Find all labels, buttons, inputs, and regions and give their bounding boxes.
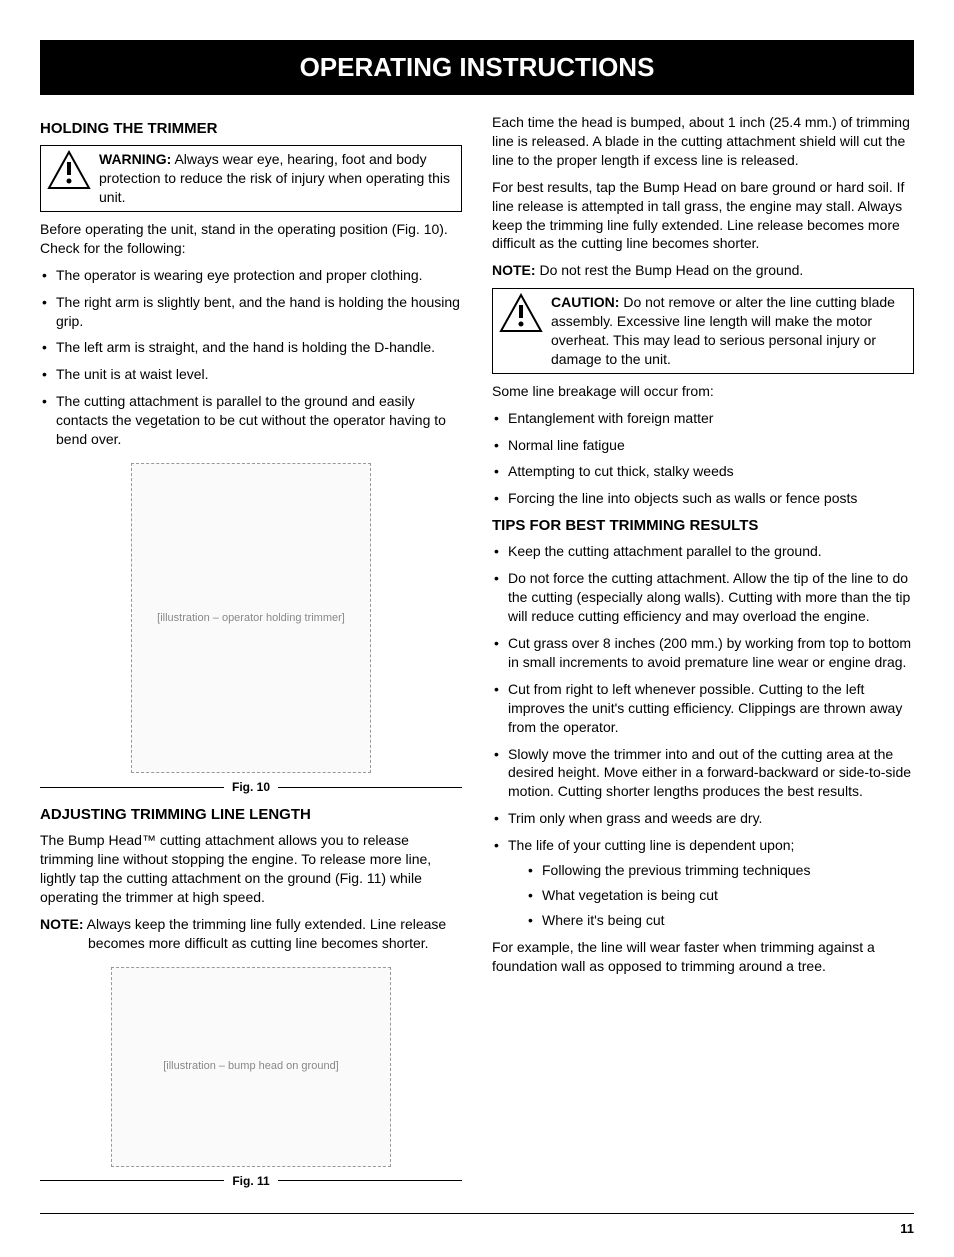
two-column-layout: HOLDING THE TRIMMER WARNING: Always wear… bbox=[40, 113, 914, 1199]
page-banner: OPERATING INSTRUCTIONS bbox=[40, 40, 914, 95]
list-item: The operator is wearing eye protection a… bbox=[40, 266, 462, 285]
heading-adjusting-line: ADJUSTING TRIMMING LINE LENGTH bbox=[40, 805, 462, 825]
caption-rule bbox=[40, 787, 224, 788]
page-footer: 11 bbox=[40, 1213, 914, 1238]
list-item: Do not force the cutting attachment. All… bbox=[492, 569, 914, 626]
caution-text: CAUTION: Do not remove or alter the line… bbox=[551, 293, 907, 369]
warning-text: WARNING: Always wear eye, hearing, foot … bbox=[99, 150, 455, 207]
figure-10: [illustration – operator holding trimmer… bbox=[40, 463, 462, 795]
life-sublist: Following the previous trimming techniqu… bbox=[526, 861, 914, 930]
figure-11-image: [illustration – bump head on ground] bbox=[111, 967, 391, 1167]
right-column: Each time the head is bumped, about 1 in… bbox=[492, 113, 914, 1199]
list-item: The right arm is slightly bent, and the … bbox=[40, 293, 462, 331]
heading-tips: TIPS FOR BEST TRIMMING RESULTS bbox=[492, 516, 914, 536]
list-item: Entanglement with foreign matter bbox=[492, 409, 914, 428]
adjusting-paragraph: The Bump Head™ cutting attachment allows… bbox=[40, 831, 462, 907]
list-item: Cut grass over 8 inches (200 mm.) by wor… bbox=[492, 634, 914, 672]
list-item: Forcing the line into objects such as wa… bbox=[492, 489, 914, 508]
warning-label: WARNING: bbox=[99, 151, 171, 167]
breakage-intro: Some line breakage will occur from: bbox=[492, 382, 914, 401]
note-label: NOTE: bbox=[492, 262, 536, 278]
list-item: Slowly move the trimmer into and out of … bbox=[492, 745, 914, 802]
list-item: Keep the cutting attachment parallel to … bbox=[492, 542, 914, 561]
paragraph: Each time the head is bumped, about 1 in… bbox=[492, 113, 914, 170]
figure-11: [illustration – bump head on ground] Fig… bbox=[40, 967, 462, 1189]
tips-list: Keep the cutting attachment parallel to … bbox=[492, 542, 914, 929]
paragraph: For best results, tap the Bump Head on b… bbox=[492, 178, 914, 254]
figure-10-image: [illustration – operator holding trimmer… bbox=[131, 463, 371, 773]
figure-11-label: Fig. 11 bbox=[232, 1173, 269, 1189]
note-label: NOTE: bbox=[40, 916, 84, 932]
list-item: Trim only when grass and weeds are dry. bbox=[492, 809, 914, 828]
list-item: Cut from right to left whenever possible… bbox=[492, 680, 914, 737]
figure-10-caption: Fig. 10 bbox=[40, 779, 462, 795]
note-bump-head: NOTE: Do not rest the Bump Head on the g… bbox=[492, 261, 914, 280]
life-intro: The life of your cutting line is depende… bbox=[508, 837, 794, 853]
note-line-extended: NOTE: Always keep the trimming line full… bbox=[40, 915, 462, 953]
paragraph-example: For example, the line will wear faster w… bbox=[492, 938, 914, 976]
caution-label: CAUTION: bbox=[551, 294, 619, 310]
breakage-list: Entanglement with foreign matter Normal … bbox=[492, 409, 914, 509]
caution-box: CAUTION: Do not remove or alter the line… bbox=[492, 288, 914, 374]
list-item: The left arm is straight, and the hand i… bbox=[40, 338, 462, 357]
note-body: Do not rest the Bump Head on the ground. bbox=[536, 262, 804, 278]
note-body: Always keep the trimming line fully exte… bbox=[84, 916, 447, 951]
list-item: What vegetation is being cut bbox=[526, 886, 914, 905]
warning-icon bbox=[47, 150, 91, 190]
list-item: Where it's being cut bbox=[526, 911, 914, 930]
list-item: The cutting attachment is parallel to th… bbox=[40, 392, 462, 449]
figure-11-caption: Fig. 11 bbox=[40, 1173, 462, 1189]
caption-rule bbox=[40, 1180, 224, 1181]
left-column: HOLDING THE TRIMMER WARNING: Always wear… bbox=[40, 113, 462, 1199]
list-item: Following the previous trimming techniqu… bbox=[526, 861, 914, 880]
list-item: Attempting to cut thick, stalky weeds bbox=[492, 462, 914, 481]
list-item: Normal line fatigue bbox=[492, 436, 914, 455]
caption-rule bbox=[278, 787, 462, 788]
caution-icon bbox=[499, 293, 543, 333]
intro-paragraph: Before operating the unit, stand in the … bbox=[40, 220, 462, 258]
figure-10-label: Fig. 10 bbox=[232, 779, 270, 795]
heading-holding-trimmer: HOLDING THE TRIMMER bbox=[40, 119, 462, 139]
caption-rule bbox=[278, 1180, 462, 1181]
warning-box: WARNING: Always wear eye, hearing, foot … bbox=[40, 145, 462, 212]
list-item: The life of your cutting line is depende… bbox=[492, 836, 914, 930]
page-number: 11 bbox=[900, 1221, 914, 1236]
list-item: The unit is at waist level. bbox=[40, 365, 462, 384]
checklist: The operator is wearing eye protection a… bbox=[40, 266, 462, 449]
